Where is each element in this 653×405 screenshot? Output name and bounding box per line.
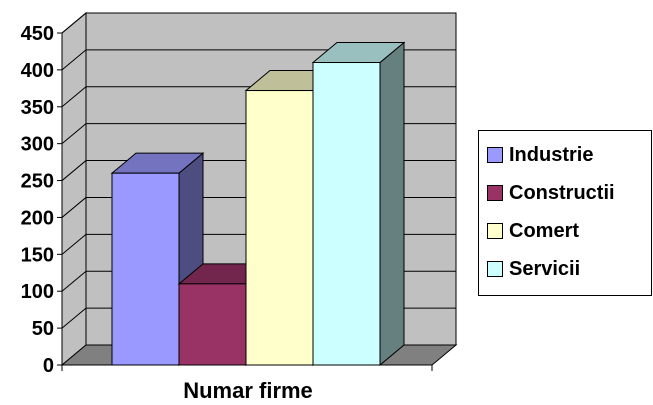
bar-servicii xyxy=(311,41,406,367)
legend: Industrie Constructii Comert Servicii xyxy=(478,130,652,296)
gridline-side xyxy=(61,123,87,145)
gridline-side xyxy=(61,233,87,255)
y-tick-label: 350 xyxy=(21,97,54,119)
legend-label: Industrie xyxy=(509,143,594,166)
legend-swatch xyxy=(487,261,503,277)
gridline-side xyxy=(61,160,87,181)
bar-front xyxy=(178,283,247,366)
bar-front xyxy=(111,172,180,366)
y-tick-label: 400 xyxy=(21,60,54,82)
legend-item-comert: Comert xyxy=(487,219,579,243)
y-tick-label: 250 xyxy=(21,171,54,193)
bar-side xyxy=(379,41,405,367)
legend-label: Constructii xyxy=(509,181,615,204)
gridline-side xyxy=(61,86,87,108)
gridline-side xyxy=(61,197,87,218)
y-axis: 0 50 100 150 200 250 300 350 400 450 xyxy=(21,23,433,377)
legend-swatch xyxy=(487,185,503,201)
side-wall xyxy=(61,11,87,367)
bars xyxy=(110,41,406,367)
legend-label: Comert xyxy=(509,219,580,242)
y-tick-label: 450 xyxy=(21,23,54,45)
legend-item-servicii: Servicii xyxy=(487,257,580,281)
gridline-side xyxy=(61,307,87,329)
x-axis-label: Numar firme xyxy=(183,378,313,403)
y-tick-label: 300 xyxy=(21,134,54,156)
y-tick-label: 50 xyxy=(32,318,54,340)
bar-front xyxy=(312,62,381,366)
legend-item-industrie: Industrie xyxy=(487,143,593,167)
legend-label: Servicii xyxy=(509,257,581,280)
y-tick-label: 150 xyxy=(21,244,54,266)
gridline-side xyxy=(61,49,87,71)
gridline-side xyxy=(61,270,87,292)
legend-swatch xyxy=(487,147,503,163)
y-tick-label: 0 xyxy=(43,355,54,377)
gridline-side xyxy=(61,12,87,34)
y-tick-label: 200 xyxy=(21,207,54,229)
bar-front xyxy=(245,90,314,366)
legend-item-constructii: Constructii xyxy=(487,181,615,205)
legend-swatch xyxy=(487,223,503,239)
y-tick-label: 100 xyxy=(21,281,54,303)
